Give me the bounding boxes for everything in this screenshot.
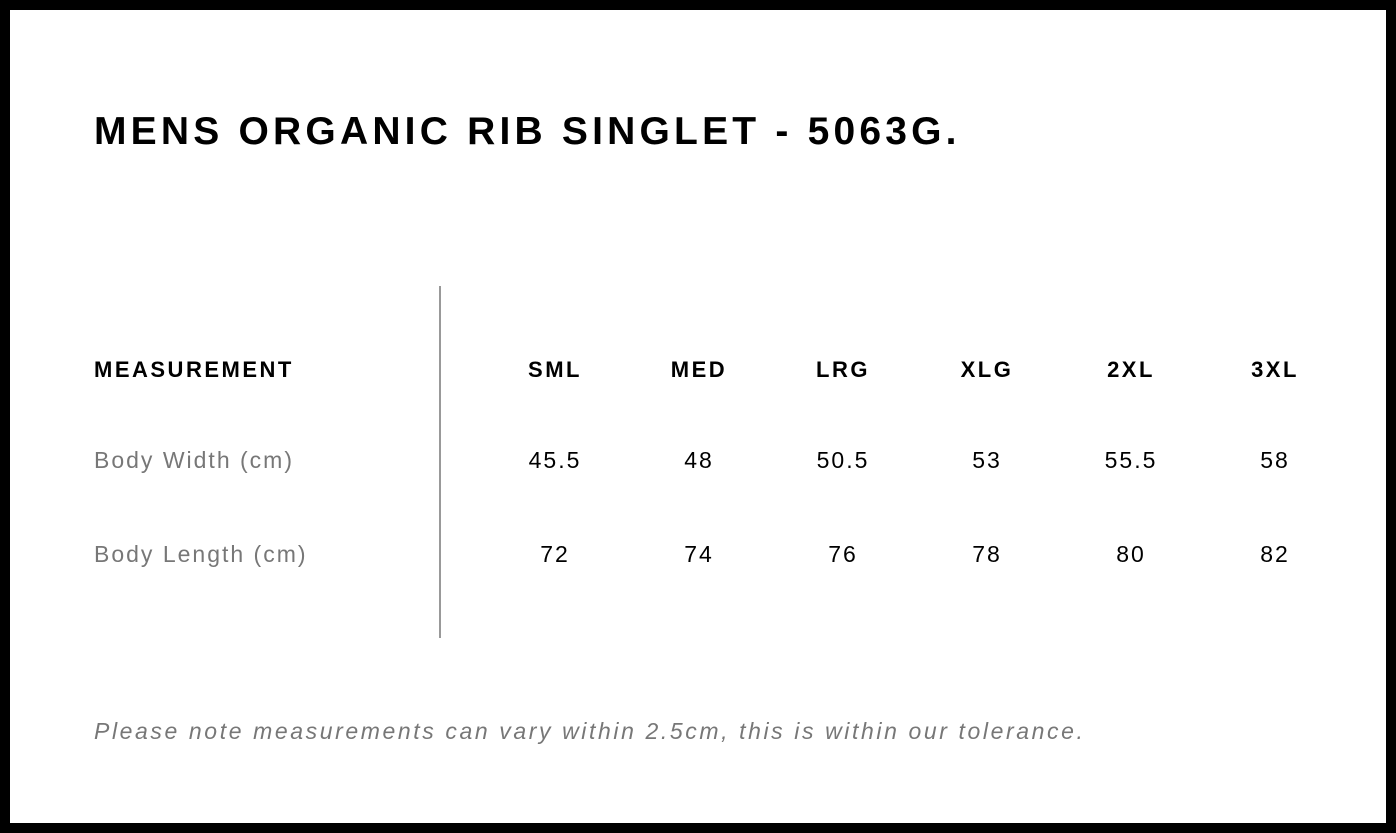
table-cell: 50.5 (816, 447, 870, 473)
table-cell: 58 (1260, 447, 1290, 473)
table-cell: 48 (684, 447, 714, 473)
table-cell: 76 (828, 541, 858, 567)
size-header: 2XL (1107, 357, 1155, 382)
size-header: LRG (816, 357, 870, 382)
table-cell: 80 (1116, 541, 1146, 567)
row-label: Body Width (cm) (94, 447, 294, 473)
size-header: 3XL (1251, 357, 1299, 382)
table-cell: 55.5 (1104, 447, 1158, 473)
page-title: MENS ORGANIC RIB SINGLET - 5063G. (94, 110, 961, 153)
table-cell: 45.5 (528, 447, 582, 473)
size-header: SML (528, 357, 582, 382)
size-chart-card: MENS ORGANIC RIB SINGLET - 5063G. MEASUR… (10, 10, 1386, 823)
table-cell: 78 (972, 541, 1002, 567)
size-header: MED (670, 357, 728, 382)
tolerance-note: Please note measurements can vary within… (94, 718, 1086, 744)
measurement-header: MEASUREMENT (94, 357, 294, 382)
table-cell: 53 (972, 447, 1002, 473)
table-cell: 72 (540, 541, 570, 567)
column-divider (439, 286, 441, 638)
size-header: XLG (960, 357, 1014, 382)
row-label: Body Length (cm) (94, 541, 308, 567)
table-cell: 82 (1260, 541, 1290, 567)
table-cell: 74 (684, 541, 714, 567)
